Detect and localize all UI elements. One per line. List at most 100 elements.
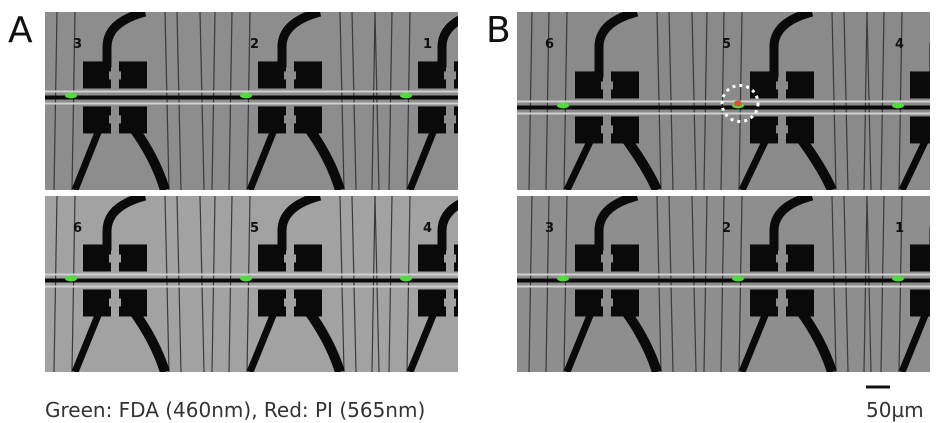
wall-line bbox=[406, 12, 411, 190]
wall-line bbox=[228, 12, 233, 190]
cell bbox=[240, 92, 252, 99]
electrode-pad bbox=[910, 116, 930, 144]
lead bbox=[246, 126, 279, 190]
wall-line bbox=[880, 196, 885, 372]
electrode-pad bbox=[454, 244, 458, 272]
cell bbox=[240, 275, 252, 282]
cell bbox=[557, 275, 569, 282]
electrode-notch bbox=[284, 115, 296, 124]
electrode-pad bbox=[83, 289, 111, 317]
electrode-pad bbox=[258, 61, 286, 89]
lead bbox=[406, 126, 439, 190]
electrode-pad bbox=[83, 106, 111, 134]
electrode-pad bbox=[611, 244, 639, 272]
wall-line bbox=[228, 196, 233, 372]
electrode-pad bbox=[454, 289, 458, 317]
electrode-notch bbox=[444, 115, 456, 124]
wall-line bbox=[37, 12, 40, 190]
electrode-pad bbox=[418, 289, 446, 317]
lead bbox=[246, 309, 279, 372]
wall-line bbox=[374, 196, 380, 372]
site-label: 3 bbox=[545, 221, 554, 236]
lead bbox=[277, 12, 322, 68]
wall-line bbox=[199, 12, 205, 190]
electrode-pad bbox=[294, 61, 322, 89]
wall-line bbox=[545, 196, 550, 372]
lead bbox=[102, 196, 147, 251]
electrode-pad bbox=[294, 106, 322, 134]
electrode-pad bbox=[119, 61, 147, 89]
electrode-pad bbox=[83, 61, 111, 89]
electrode-pad bbox=[910, 289, 930, 317]
site-label: 6 bbox=[73, 221, 82, 236]
electrode-notch bbox=[109, 115, 121, 124]
lead bbox=[594, 196, 639, 251]
electrode-notch bbox=[776, 298, 788, 307]
wall-line bbox=[246, 196, 251, 372]
wall-line bbox=[211, 196, 216, 372]
site-label: 5 bbox=[722, 37, 731, 52]
wall-line bbox=[53, 196, 58, 372]
wall-line bbox=[528, 196, 533, 372]
electrode-pad bbox=[611, 289, 639, 317]
scale-bar-label: 50µm bbox=[866, 398, 924, 422]
wall-line bbox=[563, 196, 568, 372]
electrode-pad bbox=[575, 244, 603, 272]
electrode-pad bbox=[119, 289, 147, 317]
wall-line bbox=[371, 12, 376, 190]
electrode-notch bbox=[601, 298, 613, 307]
wall-line bbox=[351, 196, 357, 372]
electrode-pad bbox=[454, 106, 458, 134]
wall-line bbox=[374, 12, 380, 190]
micrograph: 3 2 1 bbox=[517, 196, 930, 372]
site-label: 4 bbox=[423, 221, 432, 236]
electrode-notch bbox=[284, 298, 296, 307]
electrode-notch bbox=[776, 254, 788, 263]
lead bbox=[406, 309, 439, 372]
cell bbox=[732, 275, 744, 282]
lead bbox=[898, 309, 930, 372]
electrode-pad bbox=[418, 244, 446, 272]
electrode-notch bbox=[284, 254, 296, 263]
electrode-notch bbox=[109, 298, 121, 307]
electrode-pad bbox=[418, 61, 446, 89]
electrode-notch bbox=[444, 71, 456, 80]
wall-line bbox=[831, 196, 837, 372]
lead bbox=[738, 135, 771, 190]
electrode-pad bbox=[786, 289, 814, 317]
wall-line bbox=[388, 12, 393, 190]
electrode-pad bbox=[83, 244, 111, 272]
lead bbox=[738, 309, 771, 372]
electrode-pad bbox=[750, 71, 778, 99]
micrograph: 6 5 4 bbox=[517, 12, 930, 190]
lead bbox=[71, 126, 104, 190]
cell bbox=[557, 102, 569, 109]
electrode-pad bbox=[750, 244, 778, 272]
electrode-notch bbox=[776, 81, 788, 90]
site-label: 3 bbox=[73, 37, 82, 52]
micrograph: 3 2 1 bbox=[37, 12, 458, 190]
electrode-pad bbox=[910, 71, 930, 99]
electrode-pad bbox=[611, 116, 639, 144]
electrode-pad bbox=[750, 116, 778, 144]
wall-line bbox=[656, 196, 662, 372]
wall-line bbox=[691, 196, 697, 372]
wall-line bbox=[53, 12, 58, 190]
electrode-pad bbox=[786, 116, 814, 144]
wall-line bbox=[199, 196, 205, 372]
cell bbox=[892, 275, 904, 282]
wall-line bbox=[720, 196, 725, 372]
electrode-pad bbox=[119, 106, 147, 134]
lead bbox=[277, 196, 322, 251]
wall-line bbox=[164, 12, 170, 190]
site-label: 5 bbox=[250, 221, 259, 236]
electrode-notch bbox=[776, 125, 788, 134]
lead bbox=[468, 310, 500, 372]
site-label: 2 bbox=[722, 221, 731, 236]
wall-line bbox=[843, 196, 849, 372]
site-label: 4 bbox=[895, 37, 904, 52]
lead bbox=[563, 135, 596, 190]
electrode-pad bbox=[575, 71, 603, 99]
electrode-notch bbox=[284, 71, 296, 80]
lead bbox=[71, 309, 104, 372]
